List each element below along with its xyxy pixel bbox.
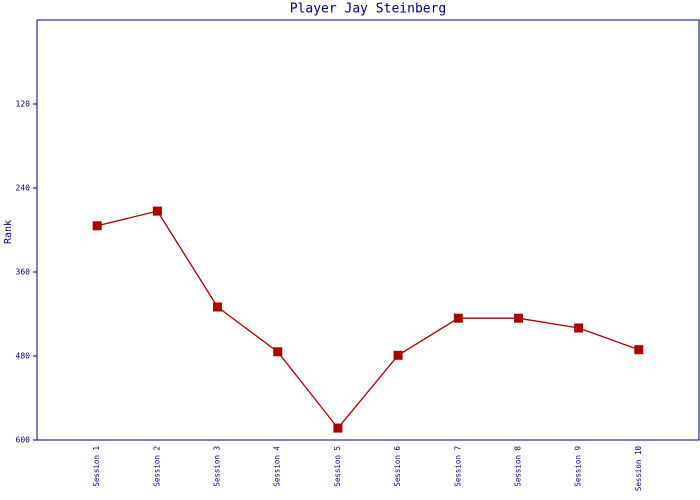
y-tick-label: 360 [16,268,31,277]
point-marker [273,347,283,357]
x-tick-label: Session 1 [92,446,101,487]
point-marker [634,345,644,355]
y-axis-label: Rank [3,220,14,244]
x-tick-label: Session 4 [273,446,282,487]
point-marker [513,313,523,323]
point-marker [393,350,403,360]
point-marker [574,323,584,333]
y-tick-label: 600 [16,436,31,445]
y-tick-label: 240 [16,184,31,193]
x-tick-label: Session 5 [333,446,342,487]
x-tick-label: Session 10 [634,446,643,492]
point-marker [333,423,343,433]
x-tick-label: Session 7 [453,446,462,487]
point-marker [152,206,162,216]
plot-frame [36,19,700,441]
x-tick-label: Session 9 [574,446,583,487]
x-tick-label: Session 6 [393,446,402,487]
x-tick-label: Session 2 [152,446,161,487]
point-marker [92,221,102,231]
x-tick-label: Session 3 [213,446,222,487]
chart-title: Player Jay Steinberg [290,2,447,17]
series-line [97,210,640,430]
y-tick-label: 120 [16,100,31,109]
point-marker [453,313,463,323]
x-tick-label: Session 8 [513,446,522,487]
point-marker [213,302,223,312]
y-tick-label: 480 [16,352,31,361]
